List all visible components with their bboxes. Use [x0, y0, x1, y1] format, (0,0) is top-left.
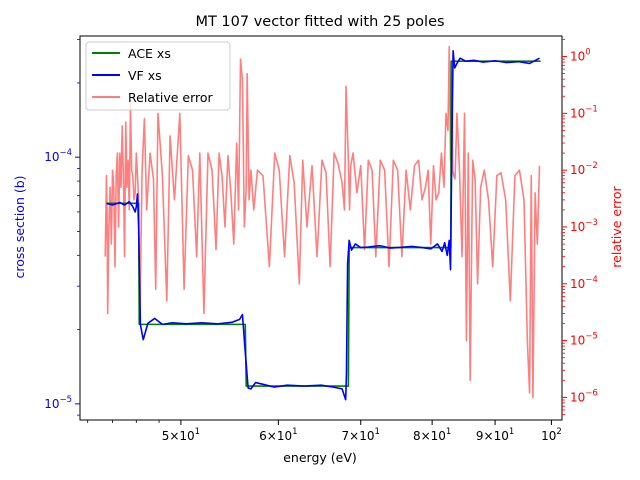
- y-axis-right-label: relative error: [609, 185, 624, 267]
- y-axis-left-label: cross section (b): [12, 175, 27, 278]
- y-right-tick-label-0: 10−6: [570, 388, 598, 404]
- legend-box: [85, 41, 231, 111]
- legend-entry-vf: VF xs: [92, 68, 162, 83]
- y-right-tick-label-4: 10−2: [570, 161, 598, 177]
- y-right-tick-label-2: 10−4: [570, 275, 598, 291]
- plot-area: [79, 35, 563, 421]
- y-axis-left: 10−5 10−4: [44, 39, 80, 416]
- legend-entry-ace: ACE xs: [92, 46, 171, 61]
- x-tick-label-3: 8×101: [413, 427, 451, 443]
- x-tick-label-1: 6×101: [259, 427, 297, 443]
- x-tick-label-4: 9×101: [476, 427, 514, 443]
- y-right-tick-label-3: 10−3: [570, 218, 598, 234]
- x-axis-label: energy (eV): [283, 450, 357, 465]
- legend-label-error: Relative error: [128, 90, 214, 105]
- x-tick-label-0: 5×101: [162, 427, 200, 443]
- x-tick-label-5: 102: [541, 427, 562, 443]
- x-tick-label-2: 7×101: [342, 427, 380, 443]
- y-left-tick-label-0: 10−5: [44, 395, 72, 411]
- axes-frame: [79, 35, 563, 421]
- y-axis-right: 10−6 10−5 10−4 10−3 10−2 10−1 100: [562, 39, 598, 415]
- legend-label-ace: ACE xs: [128, 46, 171, 61]
- data-layer: [104, 45, 541, 401]
- y-right-tick-label-6: 100: [570, 48, 591, 64]
- legend-label-vf: VF xs: [128, 68, 162, 83]
- x-axis: 5×101 6×101 7×101 8×101 9×101 102: [87, 420, 562, 443]
- chart-title: MT 107 vector fitted with 25 poles: [195, 14, 444, 30]
- y-right-tick-label-1: 10−5: [570, 332, 598, 348]
- legend: ACE xs VF xs Relative error: [85, 41, 231, 111]
- series-line-vf: [106, 49, 540, 401]
- y-right-tick-label-5: 10−1: [570, 104, 598, 120]
- legend-entry-error: Relative error: [92, 90, 214, 105]
- y-left-tick-label-1: 10−4: [44, 148, 72, 164]
- series-line-error: [104, 45, 541, 399]
